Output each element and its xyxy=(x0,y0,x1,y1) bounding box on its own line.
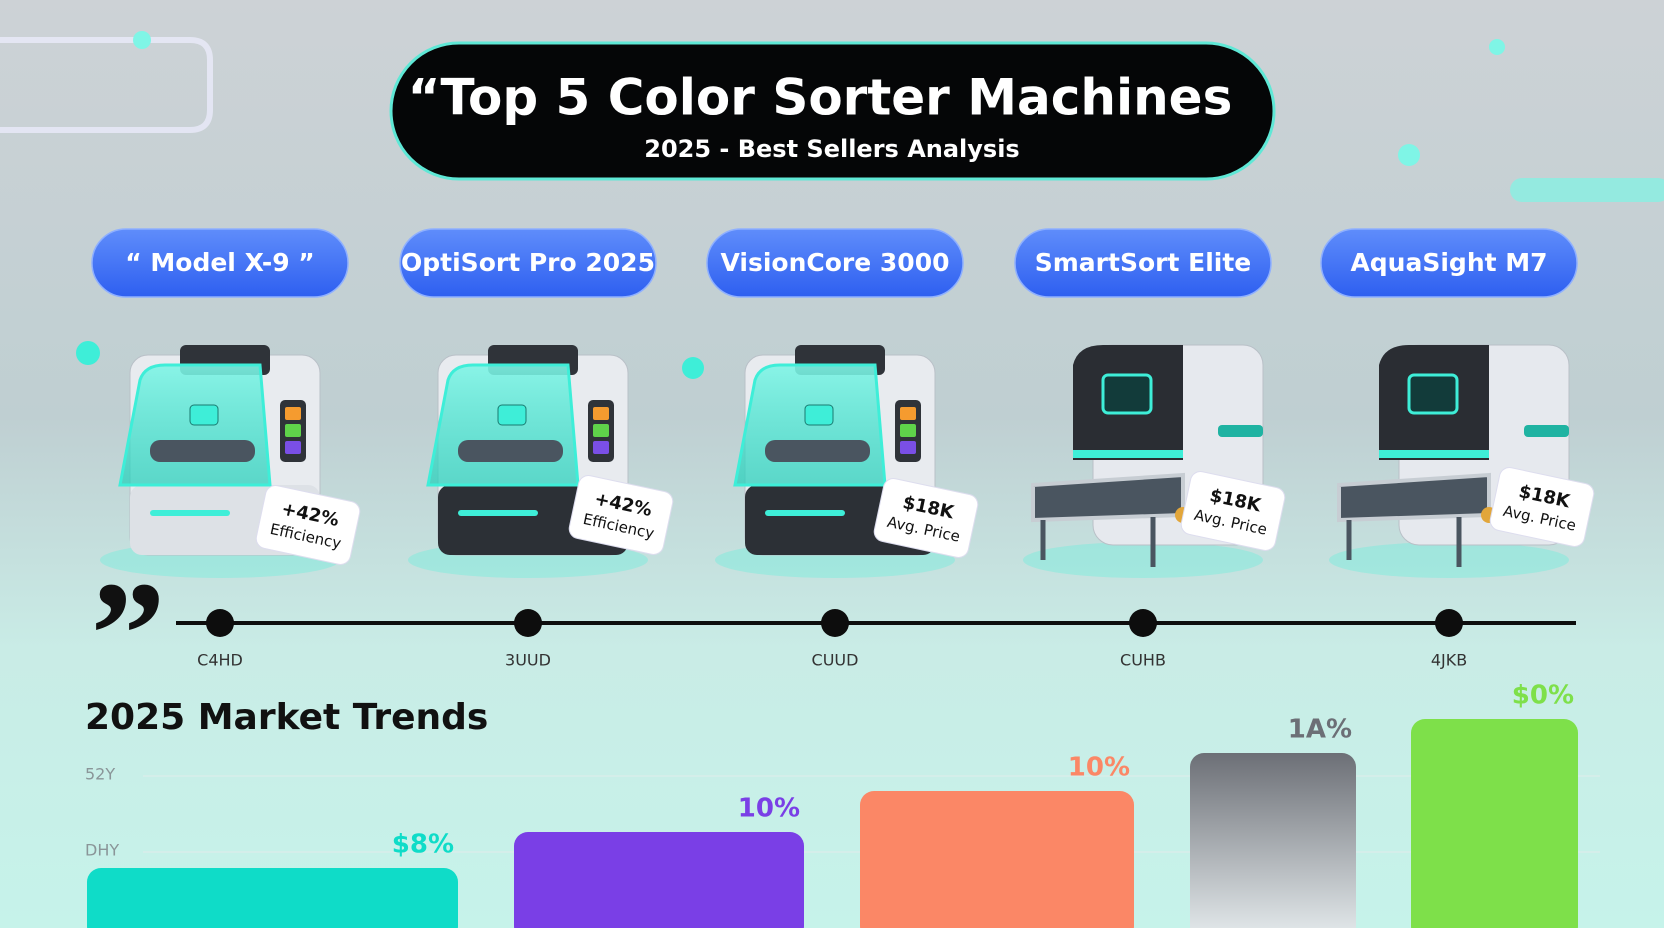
timeline-dot xyxy=(514,609,542,637)
product-name: “ Model X-9 ” xyxy=(125,248,314,277)
color-chip xyxy=(285,407,301,420)
section-title: 2025 Market Trends xyxy=(85,697,488,738)
color-chip xyxy=(593,407,609,420)
conveyor xyxy=(1031,472,1185,523)
timeline-dot xyxy=(821,609,849,637)
badge: +42%Efficiency xyxy=(568,475,674,555)
badge: +42%Efficiency xyxy=(255,485,361,565)
badge-card xyxy=(1180,471,1286,551)
machine-accent xyxy=(1218,425,1263,437)
product-pill xyxy=(1320,228,1578,298)
decor-dot xyxy=(133,31,151,49)
trend-bar xyxy=(1190,753,1356,928)
badge-card xyxy=(1489,467,1595,547)
bar-label: $0% xyxy=(1512,681,1574,711)
machine-light xyxy=(1073,450,1183,458)
badge-card xyxy=(255,485,361,565)
product-name: VisionCore 3000 xyxy=(721,248,950,277)
trend-bar xyxy=(87,868,458,928)
timeline-label: C4HD xyxy=(197,651,243,670)
machine-rollers xyxy=(458,440,563,462)
machine-accent xyxy=(1524,425,1569,437)
machine-glow xyxy=(1023,542,1263,578)
machine-rollers xyxy=(150,440,255,462)
machine-glow xyxy=(1329,542,1569,578)
machine-screen xyxy=(1407,373,1459,415)
product-pill xyxy=(706,228,964,298)
badge-card xyxy=(568,475,674,555)
product-name: AquaSight M7 xyxy=(1350,248,1547,277)
product-pill xyxy=(1014,228,1272,298)
decor-light xyxy=(1510,178,1664,202)
machine-screen xyxy=(1101,373,1153,415)
color-chip xyxy=(285,441,301,454)
machine-light xyxy=(1379,450,1489,458)
color-chip xyxy=(900,441,916,454)
conveyor xyxy=(1337,472,1491,523)
bar-label: $8% xyxy=(392,830,454,860)
product-name: SmartSort Elite xyxy=(1035,248,1252,277)
title-pill xyxy=(389,41,1276,181)
axis-label: DHY xyxy=(85,841,119,860)
color-chip xyxy=(593,441,609,454)
color-chip xyxy=(900,407,916,420)
timeline-dot xyxy=(1435,609,1463,637)
machine-light xyxy=(150,510,230,516)
decor-dot xyxy=(1489,39,1505,55)
bar-label: 10% xyxy=(1068,753,1130,783)
timeline-dot xyxy=(206,609,234,637)
trend-bars: $8% 10% 10% 1A% $0% xyxy=(87,681,1578,928)
quote-mark: ” xyxy=(91,551,166,717)
trend-bar xyxy=(860,791,1134,928)
decor-dot xyxy=(76,341,100,365)
title: “Top 5 Color Sorter Machines xyxy=(408,69,1233,127)
decor-dot xyxy=(1398,144,1420,166)
bar-label: 1A% xyxy=(1288,715,1352,745)
color-chip xyxy=(593,424,609,437)
timeline-label: 3UUD xyxy=(505,651,551,670)
timeline-label: 4JKB xyxy=(1431,651,1467,670)
machine-sensor xyxy=(189,404,219,426)
machine-light xyxy=(765,510,845,516)
timeline-label: CUUD xyxy=(812,651,859,670)
badge-card xyxy=(873,478,979,558)
timeline-label: CUHB xyxy=(1120,651,1166,670)
products: “ Model X-9 ” +42%Efficiency C4HD OptiSort … xyxy=(91,228,1595,670)
axis-label: 52Y xyxy=(85,765,115,784)
trend-bar xyxy=(514,832,804,928)
decor-light xyxy=(0,37,213,133)
machine xyxy=(1329,344,1570,578)
machine-light xyxy=(458,510,538,516)
timeline-dot xyxy=(1129,609,1157,637)
product-name: OptiSort Pro 2025 xyxy=(401,248,655,277)
machine-sensor xyxy=(804,404,834,426)
color-chip xyxy=(900,424,916,437)
color-chip xyxy=(285,424,301,437)
decor-dot xyxy=(682,357,704,379)
machine-rollers xyxy=(765,440,870,462)
bar-label: 10% xyxy=(738,794,800,824)
product-pill xyxy=(91,228,349,298)
trend-bar xyxy=(1411,719,1578,928)
subtitle: 2025 - Best Sellers Analysis xyxy=(644,135,1019,163)
machine-sensor xyxy=(497,404,527,426)
product-pill xyxy=(399,228,657,298)
